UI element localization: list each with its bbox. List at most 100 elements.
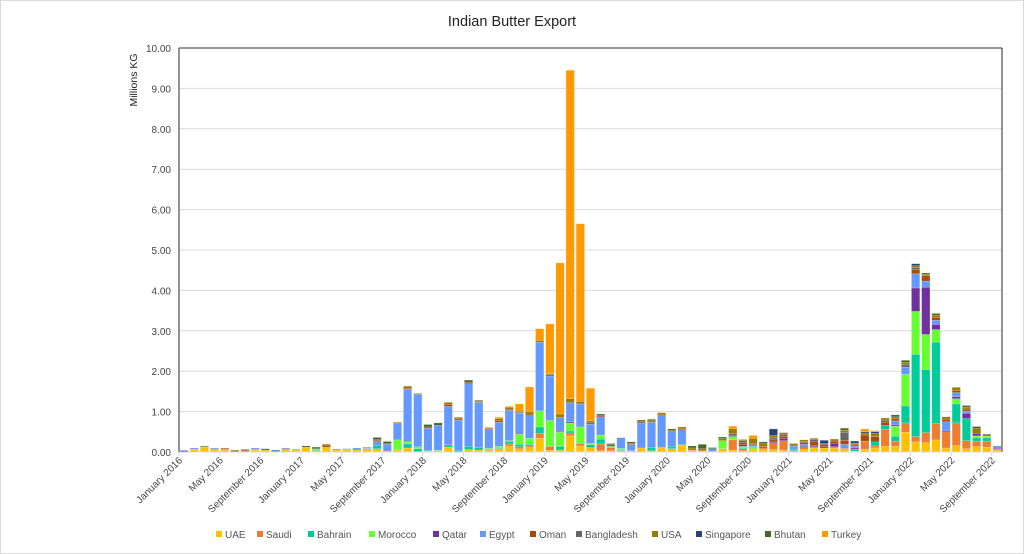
bar-segment-turkey	[728, 425, 738, 429]
bar-segment-qatar	[911, 287, 921, 312]
bar-segment-egypt	[179, 449, 189, 452]
y-tick-label: 6.00	[152, 206, 172, 217]
bar-segment-oman	[220, 447, 230, 450]
bar-segment-egypt	[840, 444, 849, 449]
y-tick-label: 8.00	[152, 125, 172, 136]
legend-item-egypt: Egypt	[480, 530, 515, 541]
bar-segment-egypt	[657, 415, 667, 448]
bar-segment-bhutan	[890, 414, 900, 418]
bar-segment-usa	[677, 426, 687, 429]
y-tick-label: 7.00	[152, 165, 172, 176]
bar-segment-oman	[870, 436, 880, 443]
bar-segment-egypt	[372, 441, 382, 446]
bar-segment-usa	[738, 439, 748, 441]
bar-segment-usa	[931, 314, 941, 318]
bar-segment-bhutan	[667, 428, 677, 431]
bar-segment-oman	[941, 419, 951, 422]
legend-label: Bhutan	[774, 530, 806, 541]
bar-segment-bhutan	[901, 360, 910, 363]
bar-segment-bangladesh	[809, 439, 819, 442]
bar-segment-usa	[443, 402, 453, 405]
bar-segment-oman	[768, 438, 778, 442]
legend-swatch	[216, 531, 222, 537]
legend-label: Egypt	[489, 530, 515, 541]
gridlines	[179, 47, 1002, 413]
bar-segment-oman	[281, 447, 291, 449]
bar-segment-egypt	[921, 280, 931, 288]
bar-segment-turkey	[525, 386, 534, 412]
bar-segment-bhutan	[840, 427, 849, 431]
bar-segment-morocco	[901, 374, 910, 407]
bar-segment-egypt	[464, 383, 473, 447]
bar-segment-bahrain	[403, 443, 413, 449]
bar-segment-uae	[321, 446, 331, 453]
legend-item-singapore: Singapore	[696, 530, 751, 541]
bar-segment-egypt	[616, 438, 626, 449]
bar-segment-oman	[911, 269, 921, 275]
bar-segment-usa	[789, 443, 799, 446]
bar-segment-saudi	[728, 439, 738, 451]
bar-segment-morocco	[748, 446, 758, 450]
bar-segment-uae	[901, 431, 910, 453]
bar-segment-bangladesh	[606, 444, 616, 447]
bar-segment-usa	[504, 406, 514, 410]
bar-segment-usa	[768, 435, 778, 439]
bar-segment-bhutan	[972, 426, 982, 429]
bar-segment-saudi	[535, 433, 545, 439]
legend-swatch	[433, 531, 439, 537]
bar-segment-usa	[941, 416, 951, 420]
bar-segment-usa	[748, 438, 758, 444]
bar-segment-bahrain	[972, 437, 982, 442]
bar-segment-bhutan	[362, 446, 372, 448]
bar-segment-usa	[901, 362, 910, 365]
legend-swatch	[530, 531, 536, 537]
legend: UAE Saudi Bahrain Morocco Qatar Egypt Oman Bang…	[216, 530, 861, 541]
bar-segment-usa	[453, 417, 463, 420]
bar-segment-uae	[921, 442, 931, 453]
bar-segment-uae	[972, 446, 982, 453]
y-tick-label: 5.00	[152, 246, 172, 257]
bar-segment-bahrain	[921, 369, 931, 433]
bar-segment-saudi	[504, 443, 514, 447]
bar-segment-saudi	[921, 432, 931, 443]
bar-segment-usa	[657, 412, 667, 415]
legend-item-usa: USA	[652, 530, 682, 541]
legend-label: Morocco	[378, 530, 417, 541]
bar-segment-egypt	[484, 429, 494, 449]
bar-segment-egypt	[555, 417, 565, 432]
bar-segment-uae	[951, 445, 961, 453]
legend-item-turkey: Turkey	[822, 530, 861, 541]
bar-segment-qatar	[779, 438, 788, 441]
bar-segment-saudi	[962, 440, 971, 450]
bar-segment-bhutan	[647, 419, 656, 421]
bar-segment-bhutan	[921, 272, 931, 275]
bar-segment-bhutan	[464, 379, 473, 383]
bar-segment-usa	[890, 416, 900, 420]
legend-swatch	[480, 531, 486, 537]
legend-label: Turkey	[831, 530, 861, 541]
bar-segment-turkey	[870, 430, 880, 433]
bar-segment-uae	[880, 446, 890, 453]
bar-segment-egypt	[890, 420, 900, 426]
bar-segment-bhutan	[199, 445, 209, 447]
bar-segment-egypt	[911, 273, 921, 289]
bar-segment-usa	[667, 430, 677, 433]
legend-label: Bahrain	[317, 530, 351, 541]
bar-segment-morocco	[535, 410, 545, 428]
bar-segment-qatar	[829, 443, 839, 447]
x-tick-label: May 2018	[431, 455, 470, 494]
bar-segment-uae	[535, 438, 545, 453]
x-tick-label: May 2021	[797, 455, 836, 494]
legend-label: Oman	[539, 530, 566, 541]
bar-segment-bahrain	[555, 446, 565, 451]
bar-segment-saudi	[870, 445, 880, 449]
bar-segment-saudi	[596, 443, 606, 452]
bar-segment-usa	[697, 448, 707, 452]
bar-segment-uae	[677, 444, 687, 453]
bar-segment-usa	[403, 385, 413, 389]
bar-segment-turkey	[494, 417, 504, 419]
x-tick-label: May 2019	[553, 455, 592, 494]
bar-segment-usa	[565, 398, 575, 403]
bar-segment-egypt	[677, 429, 687, 445]
bar-segment-usa	[870, 433, 880, 437]
